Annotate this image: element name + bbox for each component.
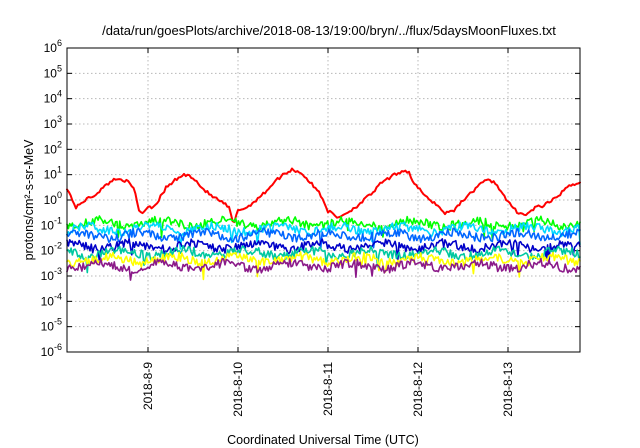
y-tick-label: 102 (44, 139, 62, 156)
y-tick-label: 10-6 (41, 342, 62, 359)
y-tick-label: 10-4 (41, 291, 62, 308)
series-line (66, 238, 581, 264)
series-line (66, 251, 581, 281)
y-tick-label: 104 (44, 89, 62, 106)
series-line (66, 257, 581, 281)
x-tick-label: 2018-8-11 (321, 362, 335, 416)
y-tick-label: 10-2 (41, 241, 62, 258)
x-tick-label: 2018-8-10 (231, 362, 245, 417)
y-axis-label: protons/cm²-s-sr-MeV (22, 139, 36, 261)
x-tick-label: 2018-8-12 (411, 362, 425, 417)
y-tick-label: 103 (44, 114, 62, 131)
chart-title: /data/run/goesPlots/archive/2018-08-13/1… (102, 23, 556, 38)
axis-ticks: 10-6 10-5 10-4 10-3 10-2 10-1 100 101 102 103 104 1… (41, 38, 580, 417)
y-tick-label: 101 (44, 165, 62, 182)
y-tick-label: 10-3 (41, 266, 62, 283)
y-tick-label: 106 (44, 38, 62, 55)
y-tick-label: 100 (44, 190, 62, 207)
series-line (66, 227, 581, 249)
y-tick-label: 105 (44, 63, 62, 80)
series-line (66, 167, 581, 224)
x-tick-label: 2018-8-13 (501, 362, 515, 417)
plot-frame (66, 47, 581, 353)
x-tick-label: 2018-8-9 (141, 362, 155, 410)
data-series (66, 167, 581, 281)
y-tick-label: 10-5 (41, 317, 62, 334)
y-tick-label: 10-1 (41, 215, 62, 232)
series-line (66, 221, 581, 250)
x-axis-label: Coordinated Universal Time (UTC) (227, 433, 419, 447)
